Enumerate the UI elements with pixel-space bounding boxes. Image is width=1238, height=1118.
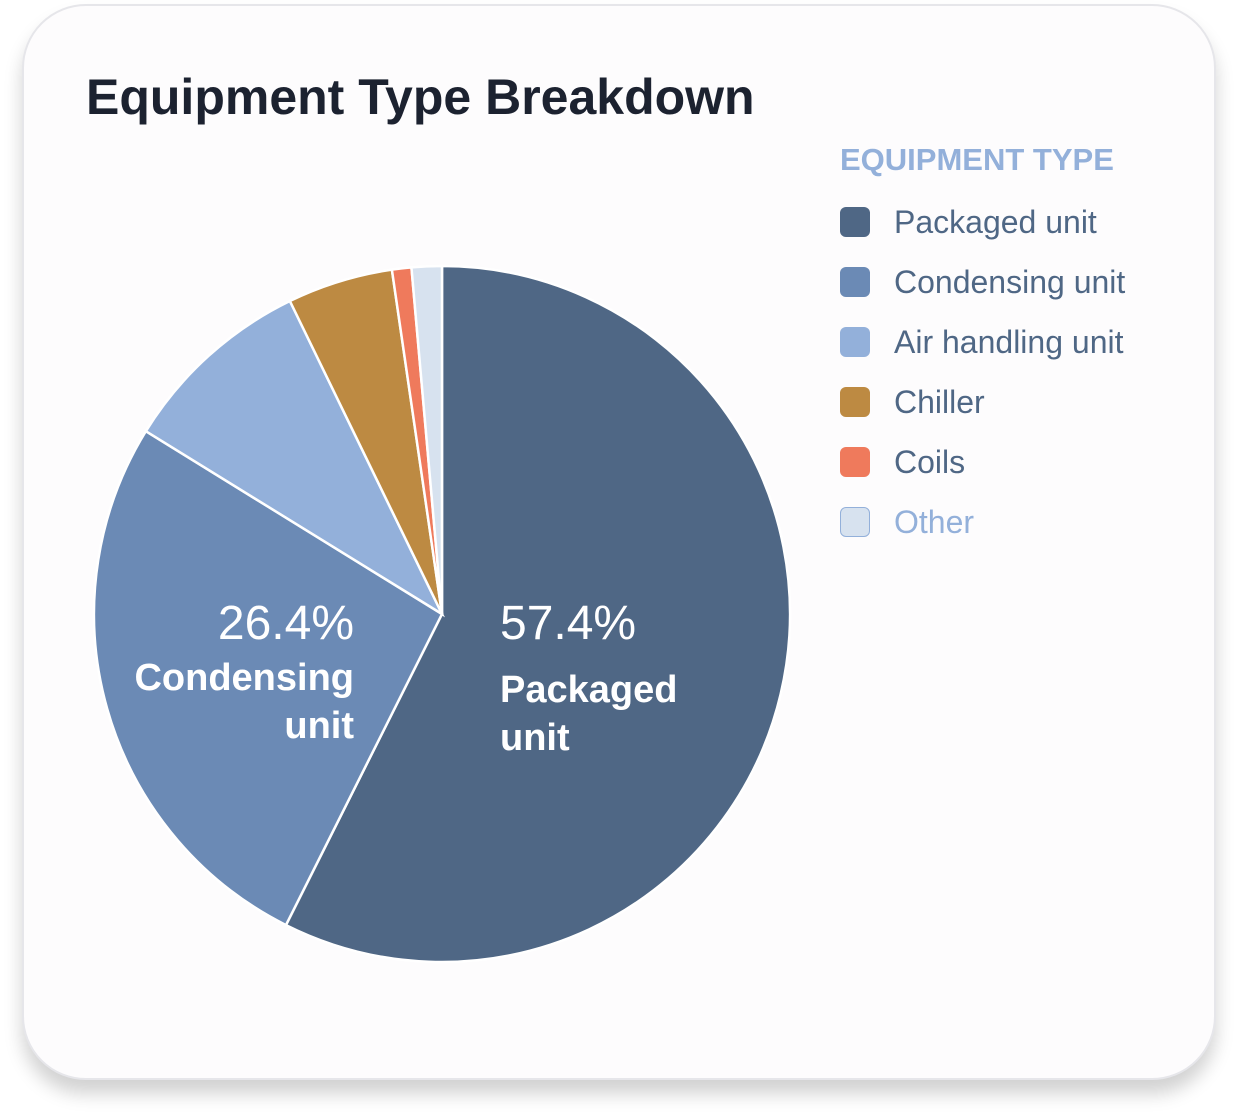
- chart-title: Equipment Type Breakdown: [86, 69, 755, 125]
- legend-item: Condensing unit: [840, 262, 1125, 302]
- legend-label: Chiller: [894, 383, 985, 420]
- legend-swatch: [840, 207, 870, 237]
- legend-item: Other: [840, 502, 974, 542]
- legend-label: Air handling unit: [894, 323, 1124, 360]
- legend-swatch: [840, 387, 870, 417]
- legend-swatch: [840, 267, 870, 297]
- legend-label: Other: [894, 503, 975, 540]
- legend-item: Coils: [840, 442, 965, 482]
- card: Equipment Type Breakdown EQUIPMENT TYPE …: [22, 4, 1216, 1080]
- legend-item: Packaged unit: [840, 202, 1097, 242]
- legend-swatch: [840, 507, 870, 537]
- legend-label: Condensing unit: [894, 263, 1126, 300]
- legend-swatch: [840, 327, 870, 357]
- pie-slice: [144, 299, 446, 618]
- legend-label: Packaged unit: [894, 203, 1097, 240]
- legend-title: EQUIPMENT TYPE: [840, 142, 1114, 177]
- pie-slice: [284, 264, 792, 964]
- legend-item: Chiller: [840, 382, 985, 422]
- legend-label: Coils: [894, 443, 966, 480]
- slice-value-label: 57.4%: [500, 597, 637, 650]
- legend-item: Air handling unit: [840, 322, 1123, 362]
- slice-value-label: 26.4%: [217, 597, 354, 650]
- pie-slice: [410, 264, 444, 615]
- legend-swatch: [840, 447, 870, 477]
- slice-name-label: Condensing unit: [134, 657, 354, 747]
- pie-slice: [92, 429, 444, 927]
- slice-name-label: Packaged unit: [500, 669, 678, 759]
- pie-chart: [92, 264, 792, 964]
